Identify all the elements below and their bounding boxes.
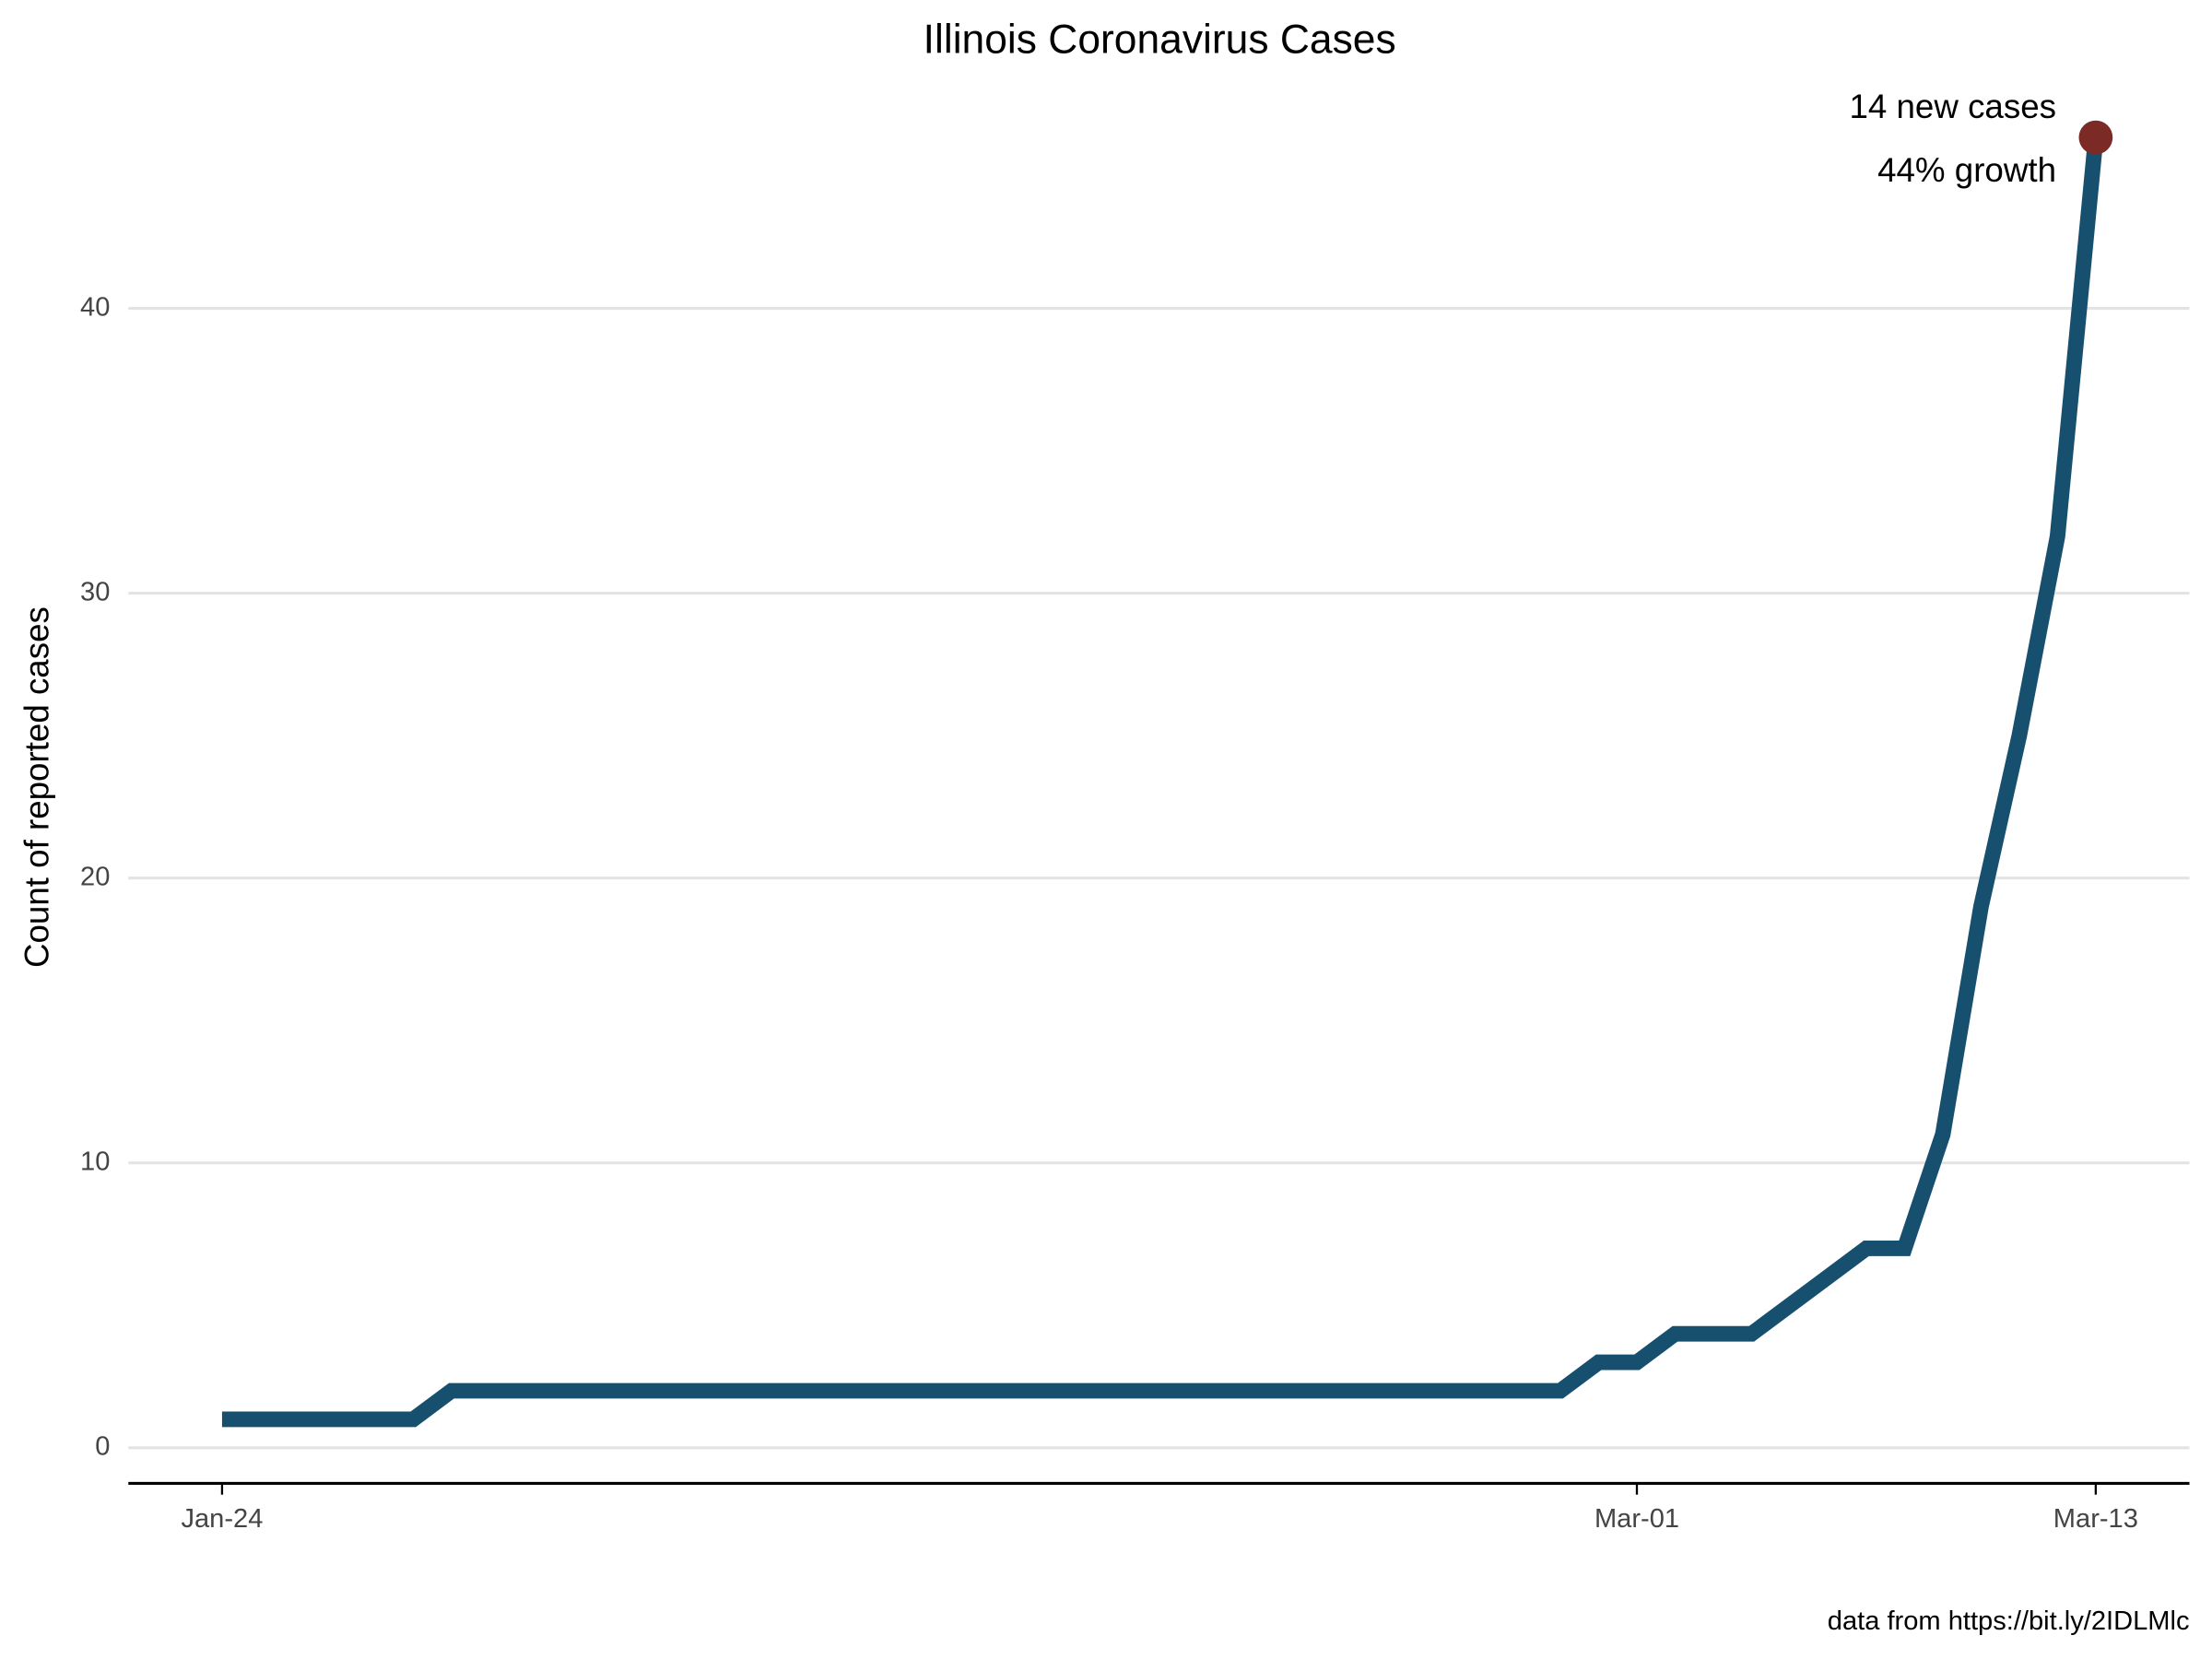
y-tick-label: 20	[80, 862, 110, 891]
x-tick-label: Mar-13	[2053, 1504, 2138, 1534]
annotation: 44% growth	[1877, 151, 2056, 189]
annotation: 14 new cases	[1849, 88, 2056, 125]
y-tick-label: 30	[80, 577, 110, 606]
caption: data from https://bit.ly/2IDLMlc	[1828, 1606, 2190, 1636]
x-tick-label: Mar-01	[1594, 1504, 1679, 1534]
chart-title: Illinois Coronavirus Cases	[924, 18, 1396, 63]
highlight-point	[2078, 120, 2113, 155]
y-tick-label: 40	[80, 292, 110, 322]
line	[221, 136, 2104, 1428]
y-tick-label: 0	[95, 1431, 110, 1461]
y-axis-label: Count of reported cases	[18, 606, 56, 968]
x-tick-label: Jan-24	[181, 1504, 263, 1534]
y-tick-label: 10	[80, 1147, 110, 1176]
